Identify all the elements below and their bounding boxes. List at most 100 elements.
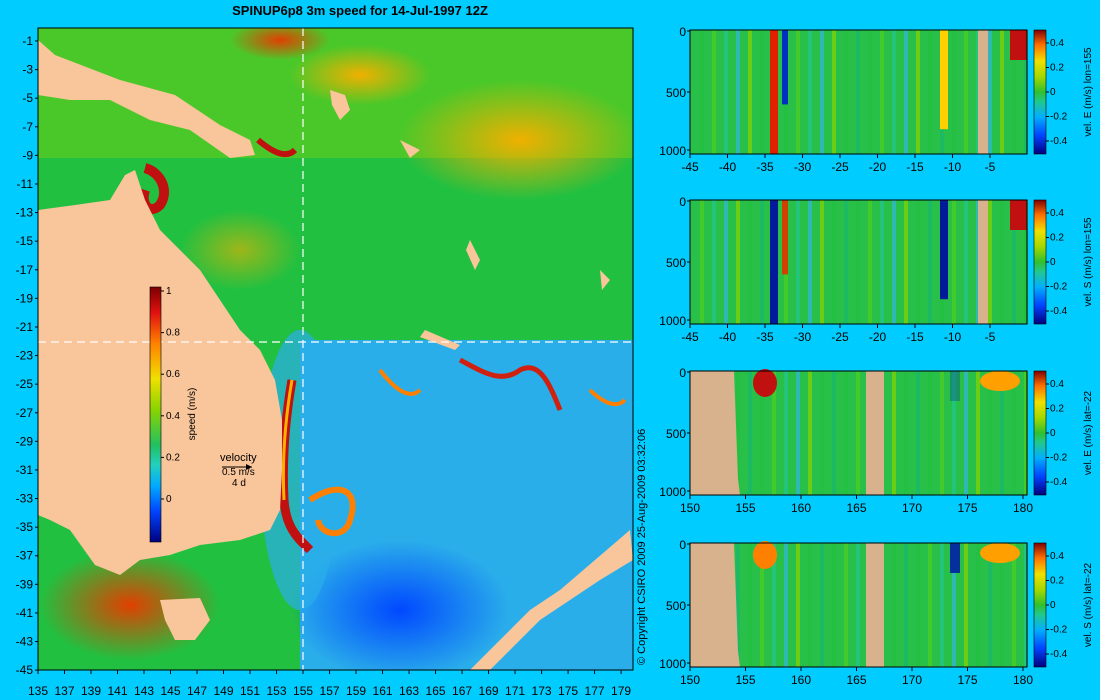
section-land: [978, 200, 988, 324]
lat-tick-label: -19: [16, 291, 34, 305]
section-land: [866, 371, 884, 495]
lat-tick-label: -9: [22, 148, 33, 162]
lat-tick-label: -41: [16, 606, 34, 620]
lon-tick-label: 145: [161, 684, 181, 698]
vel-cbar-tick-label: 0.4: [1050, 379, 1064, 390]
lat-tick-label: -17: [16, 263, 34, 277]
lon-tick-label: 135: [28, 684, 48, 698]
speed-colorbar-label: speed (m/s): [187, 388, 198, 441]
x-tick-label: -35: [756, 330, 774, 344]
x-tick-label: -40: [719, 160, 737, 174]
section-land: [690, 543, 740, 667]
depth-tick-label: 1000: [659, 485, 686, 499]
section-land: [866, 543, 884, 667]
depth-tick-label: 500: [666, 256, 686, 270]
vel-cbar-tick-label: 0.2: [1050, 63, 1064, 74]
x-tick-label: -5: [985, 330, 996, 344]
vel-cbar-tick-label: 0: [1050, 428, 1056, 439]
vel-cbar-tick-label: -0.4: [1050, 477, 1068, 488]
x-tick-label: -30: [794, 330, 812, 344]
speed-colorbar-ticks: 1 0.8 0.6 0.4 0.2 0: [161, 286, 180, 505]
vel-cbar-tick-label: -0.2: [1050, 112, 1068, 123]
speed-cbar-tick-label: 0.4: [166, 411, 180, 422]
lat-tick-label: -45: [16, 663, 34, 677]
x-tick-label: 150: [680, 501, 700, 515]
x-tick-label: 165: [846, 673, 866, 687]
x-tick-label: -45: [681, 160, 699, 174]
vel-cbar-tick-label: 0.2: [1050, 404, 1064, 415]
section-land: [690, 371, 740, 495]
lon-tick-label: 143: [134, 684, 154, 698]
vel-cbar-tick-label: -0.4: [1050, 136, 1068, 147]
x-tick-label: 180: [1013, 673, 1033, 687]
section-land: [978, 30, 988, 154]
velocity-colorbar: [1033, 542, 1047, 668]
lat-tick-label: -15: [16, 234, 34, 248]
lon-tick-label: 157: [320, 684, 340, 698]
map-lon-axis: 135 137 139 141 143 145 147 149 151 153 155 157 159 1…: [28, 670, 631, 698]
x-tick-label: 170: [902, 673, 922, 687]
vel-cbar-tick-label: 0.2: [1050, 233, 1064, 244]
vel-cbar-tick-label: 0.4: [1050, 551, 1064, 562]
section-panel-label: vel. E (m/s) lat=-22: [1083, 390, 1094, 475]
speed-map: [38, 28, 633, 670]
depth-tick-label: 0: [679, 538, 686, 552]
x-tick-label: -45: [681, 330, 699, 344]
velocity-key: velocity 0.5 m/s 4 d: [220, 452, 257, 489]
x-tick-label: 160: [791, 673, 811, 687]
depth-tick-label: 500: [666, 599, 686, 613]
section-panels: 0 500 1000 -45 -40 -35 -30 -25 -20 -15 -10 -5 0.4 0.2…: [659, 25, 1094, 687]
lon-tick-label: 147: [187, 684, 207, 698]
vel-cbar-tick-label: 0: [1050, 257, 1056, 268]
depth-tick-label: 0: [679, 25, 686, 39]
x-tick-label: -10: [944, 330, 962, 344]
lat-tick-label: -31: [16, 463, 34, 477]
lon-tick-label: 159: [346, 684, 366, 698]
depth-tick-label: 500: [666, 86, 686, 100]
lat-tick-label: -29: [16, 434, 34, 448]
lon-tick-label: 149: [214, 684, 234, 698]
lat-tick-label: -1: [22, 34, 33, 48]
x-tick-label: 165: [846, 501, 866, 515]
x-tick-label: 160: [791, 501, 811, 515]
lat-tick-label: -39: [16, 577, 34, 591]
section-panel-label: vel. S (m/s) lat=-22: [1083, 562, 1094, 647]
lon-tick-label: 153: [267, 684, 287, 698]
section-panel-label: vel. E (m/s) lon=155: [1083, 47, 1094, 137]
speed-cbar-tick-label: 0.8: [166, 328, 180, 339]
velocity-key-duration: 4 d: [232, 478, 246, 489]
depth-tick-label: 1000: [659, 314, 686, 328]
velocity-colorbar: [1033, 370, 1047, 496]
velocity-colorbar: [1033, 199, 1047, 325]
x-tick-label: -5: [985, 160, 996, 174]
x-tick-label: 155: [735, 501, 755, 515]
x-tick-label: -40: [719, 330, 737, 344]
velocity-colorbar: [1033, 29, 1047, 155]
lon-tick-label: 163: [399, 684, 419, 698]
depth-tick-label: 0: [679, 195, 686, 209]
section-panel-2: 0 500 1000 -45 -40 -35 -30 -25 -20 -15 -10 -5 0.4 0.2…: [659, 195, 1094, 344]
lat-tick-label: -37: [16, 549, 34, 563]
depth-tick-label: 0: [679, 366, 686, 380]
lon-tick-label: 169: [479, 684, 499, 698]
lat-tick-label: -3: [22, 63, 33, 77]
speed-colorbar: [149, 286, 162, 543]
x-tick-label: -30: [794, 160, 812, 174]
x-tick-label: 175: [957, 673, 977, 687]
lat-tick-label: -7: [22, 120, 33, 134]
velocity-key-speed: 0.5 m/s: [222, 467, 255, 478]
x-tick-label: -35: [756, 160, 774, 174]
x-tick-label: -25: [831, 160, 849, 174]
speed-cbar-tick-label: 0.2: [166, 452, 180, 463]
lat-tick-label: -35: [16, 520, 34, 534]
section-panel-4: 0 500 1000 150 155 160 165 170 175 180 0.4 0.2 0 -0.2…: [659, 538, 1094, 687]
lon-tick-label: 167: [452, 684, 472, 698]
x-tick-label: -25: [831, 330, 849, 344]
vel-cbar-tick-label: 0.4: [1050, 38, 1064, 49]
section-panel-label: vel. S (m/s) lon=155: [1083, 217, 1094, 307]
x-tick-label: 155: [735, 673, 755, 687]
lon-tick-label: 139: [81, 684, 101, 698]
vel-cbar-tick-label: -0.4: [1050, 649, 1068, 660]
depth-tick-label: 1000: [659, 657, 686, 671]
